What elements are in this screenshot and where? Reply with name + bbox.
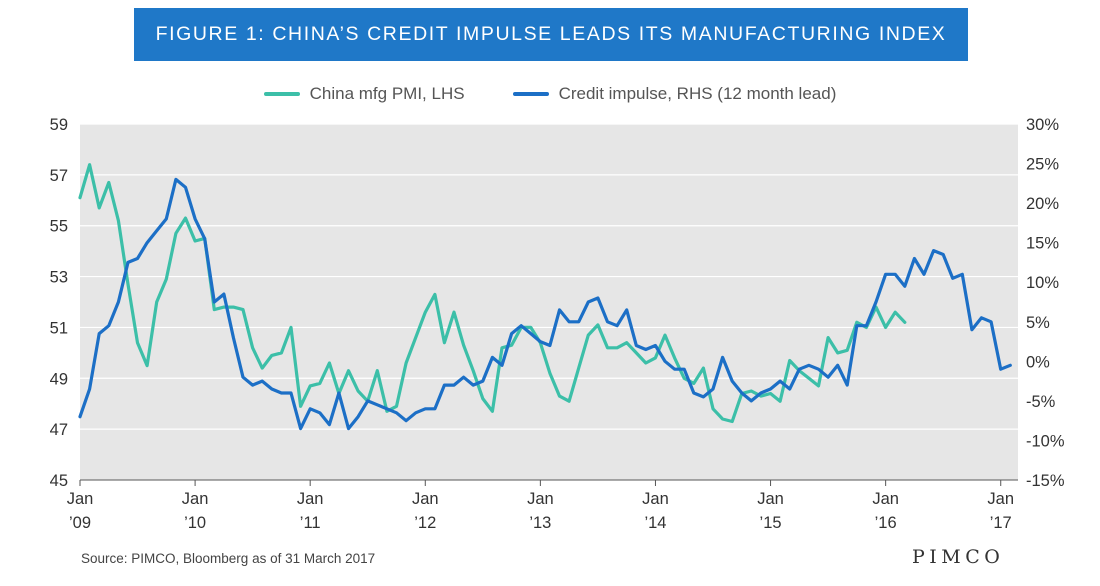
x-tick-label-month-8: Jan <box>987 490 1014 508</box>
legend-swatch-credit <box>512 92 549 96</box>
x-tick-label-month-7: Jan <box>872 490 899 508</box>
x-tick-label-month-5: Jan <box>642 490 669 508</box>
y-right-tick-label-9: 30% <box>1026 116 1059 134</box>
y-right-tick-label-7: 20% <box>1026 195 1059 213</box>
x-tick-label-year-1: ’10 <box>184 514 206 532</box>
y-right-tick-label-1: -10% <box>1026 432 1065 450</box>
y-right-tick-label-4: 5% <box>1026 314 1050 332</box>
y-right-tick-label-6: 15% <box>1026 235 1059 253</box>
y-left-tick-label-7: 59 <box>50 116 68 134</box>
x-tick-label-year-7: ’16 <box>875 514 897 532</box>
y-left-tick-label-2: 49 <box>50 370 68 388</box>
x-tick-label-month-4: Jan <box>527 490 554 508</box>
legend-swatch-pmi <box>263 92 300 96</box>
source-note: Source: PIMCO, Bloomberg as of 31 March … <box>81 551 376 566</box>
x-tick-label-month-0: Jan <box>67 490 94 508</box>
series-line-pmi <box>78 163 907 424</box>
x-tick-label-year-5: ’14 <box>644 514 666 532</box>
legend-item-credit: Credit impulse, RHS (12 month lead) <box>512 84 837 104</box>
x-tick-label-year-6: ’15 <box>760 514 782 532</box>
x-tick-label-year-2: ’11 <box>300 514 321 532</box>
x-tick-label-year-3: ’12 <box>414 514 436 532</box>
y-left-tick-label-3: 51 <box>50 319 68 337</box>
y-right-tick-label-5: 10% <box>1026 274 1059 292</box>
legend-label-credit: Credit impulse, RHS (12 month lead) <box>558 84 837 103</box>
x-tick-label-month-2: Jan <box>297 490 324 508</box>
plot-area <box>80 124 1018 480</box>
legend-item-pmi: China mfg PMI, LHS <box>263 84 465 104</box>
x-tick-label-year-8: ’17 <box>990 514 1012 532</box>
y-right-tick-label-0: -15% <box>1026 472 1065 490</box>
series-line-credit-impulse <box>78 177 1012 431</box>
legend-label-pmi: China mfg PMI, LHS <box>309 84 465 103</box>
y-left-tick-label-5: 55 <box>50 218 68 236</box>
pimco-logo: PIMCO <box>912 546 1005 568</box>
y-left-tick-label-4: 53 <box>50 269 68 287</box>
x-tick-label-month-3: Jan <box>412 490 439 508</box>
x-tick-label-month-1: Jan <box>182 490 209 508</box>
y-right-tick-label-8: 25% <box>1026 156 1059 174</box>
chart-title-banner: FIGURE 1: CHINA’S CREDIT IMPULSE LEADS I… <box>134 8 968 61</box>
x-tick-label-year-0: ’09 <box>69 514 91 532</box>
x-tick-label-month-6: Jan <box>757 490 784 508</box>
y-left-tick-label-0: 45 <box>50 472 68 490</box>
chart-title: FIGURE 1: CHINA’S CREDIT IMPULSE LEADS I… <box>155 23 947 45</box>
y-left-tick-label-1: 47 <box>50 421 68 439</box>
y-right-tick-label-3: 0% <box>1026 353 1050 371</box>
y-left-tick-label-6: 57 <box>50 167 68 185</box>
y-right-tick-label-2: -5% <box>1026 393 1056 411</box>
chart-legend: China mfg PMI, LHS Credit impulse, RHS (… <box>0 84 1100 104</box>
x-tick-label-year-4: ’13 <box>529 514 551 532</box>
